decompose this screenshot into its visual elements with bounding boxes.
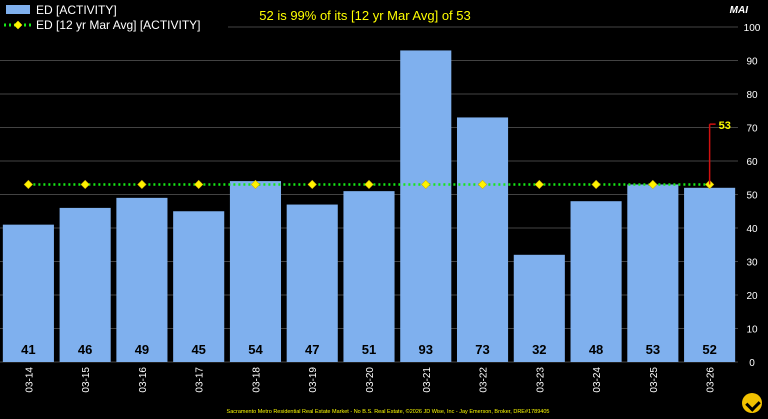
y-tick-label: 80 [746, 90, 758, 101]
legend-label-average: ED [12 yr Mar Avg] [ACTIVITY] [36, 18, 201, 32]
legend-bar-swatch [6, 5, 30, 14]
x-tick-label: 03-16 [138, 367, 149, 393]
average-marker [534, 179, 544, 190]
y-tick-label: 10 [746, 325, 758, 336]
bar-03-23 [513, 254, 565, 362]
average-marker [250, 179, 261, 190]
x-tick-label: 03-20 [365, 367, 376, 393]
brand-logo [742, 393, 762, 413]
data-label: 41 [21, 342, 35, 357]
bar-03-16 [116, 197, 168, 362]
x-tick-label: 03-25 [649, 367, 660, 393]
annotation: 53 [708, 120, 731, 185]
average-marker [137, 179, 147, 190]
average-marker [477, 179, 488, 190]
bar-03-15 [59, 207, 111, 362]
y-axis-ticks: 0 10 20 30 40 50 60 70 80 90 100 [744, 23, 761, 369]
bar-03-21 [400, 50, 452, 362]
data-label: 51 [362, 342, 376, 357]
y-tick-label: 20 [746, 291, 758, 302]
average-marker [364, 179, 374, 190]
x-tick-label: 03-26 [706, 367, 717, 393]
average-marker [591, 179, 601, 190]
data-label: 46 [78, 342, 92, 357]
x-tick-label: 03-22 [479, 367, 490, 393]
data-label: 47 [305, 342, 319, 357]
data-label: 45 [191, 342, 205, 357]
average-marker [23, 179, 33, 190]
y-tick-label: 30 [746, 258, 758, 269]
average-marker [648, 179, 658, 190]
data-label: 32 [532, 342, 546, 357]
chart-title: 52 is 99% of its [12 yr Mar Avg] of 53 [259, 8, 470, 23]
average-markers [23, 179, 715, 190]
x-tick-label: 03-21 [422, 367, 433, 393]
y-tick-label: 50 [746, 191, 758, 202]
bar-03-14 [2, 224, 54, 362]
average-marker [194, 179, 204, 190]
y-axis-unit-label: MAI [730, 5, 749, 16]
data-label: 49 [135, 342, 149, 357]
x-tick-label: 03-23 [535, 367, 546, 393]
y-tick-label: 0 [749, 358, 755, 369]
annotation-value: 53 [719, 120, 731, 132]
bar-03-18 [229, 181, 282, 362]
bar-03-19 [286, 204, 338, 362]
legend[interactable]: ED [ACTIVITY] ED [12 yr Mar Avg] [ACTIVI… [0, 0, 228, 34]
x-tick-label: 03-24 [592, 367, 603, 393]
data-label: 52 [702, 342, 716, 357]
average-marker [80, 179, 90, 190]
data-labels: 41 46 49 45 54 47 51 93 73 32 48 53 52 [21, 342, 717, 357]
x-tick-label: 03-15 [81, 367, 92, 393]
bar-03-25 [627, 184, 679, 362]
x-tick-label: 03-19 [308, 367, 319, 393]
data-label: 93 [419, 342, 433, 357]
bar-03-24 [570, 201, 622, 362]
average-marker [421, 179, 431, 190]
y-tick-label: 100 [744, 23, 761, 34]
data-label: 73 [475, 342, 489, 357]
y-tick-label: 70 [746, 124, 758, 135]
bar-03-26 [684, 187, 736, 362]
data-label: 53 [646, 342, 660, 357]
average-marker [307, 179, 317, 190]
x-axis-ticks: 03-14 03-15 03-16 03-17 03-18 03-19 03-20 03-21… [24, 367, 716, 393]
data-label: 54 [248, 342, 263, 357]
legend-label-activity: ED [ACTIVITY] [36, 3, 117, 17]
bar-03-22 [456, 117, 509, 362]
data-label: 48 [589, 342, 603, 357]
x-tick-label: 03-14 [24, 367, 35, 393]
x-tick-label: 03-18 [251, 367, 262, 393]
bar-03-20 [343, 191, 395, 362]
y-tick-label: 60 [746, 157, 758, 168]
footer-credit: Sacramento Metro Residential Real Estate… [227, 408, 550, 415]
bar-series [2, 50, 736, 362]
y-tick-label: 90 [746, 57, 758, 68]
y-tick-label: 40 [746, 224, 758, 235]
legend-box [0, 0, 228, 34]
x-tick-label: 03-17 [195, 367, 206, 393]
bar-03-17 [173, 211, 225, 362]
